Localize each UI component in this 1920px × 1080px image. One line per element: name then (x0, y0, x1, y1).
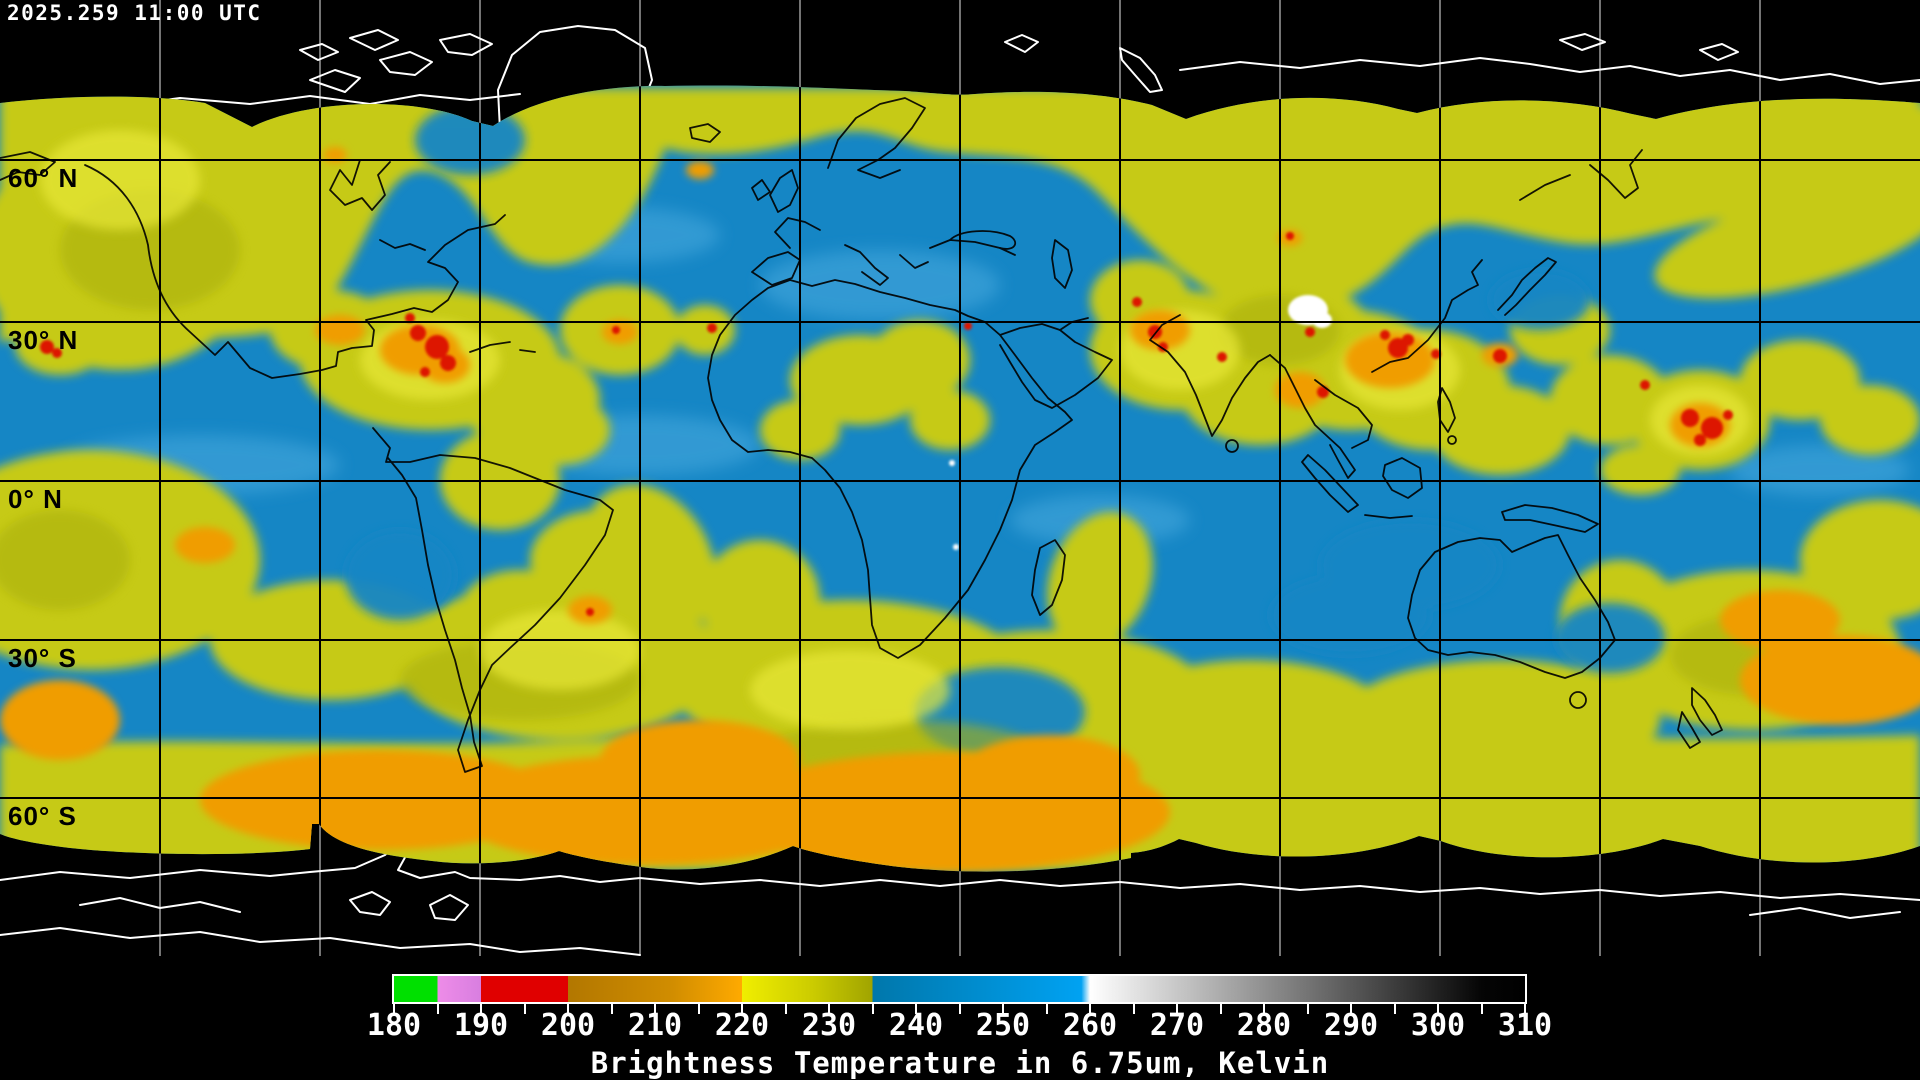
colorbar-tick-label: 180 (366, 1008, 422, 1043)
colorbar-tick-label: 230 (801, 1008, 857, 1043)
colorbar-tick-label: 220 (714, 1008, 770, 1043)
colorbar-tick (1089, 1004, 1091, 1014)
colorbar-tick (1350, 1004, 1352, 1014)
coldest-red-cores (40, 232, 1733, 616)
colorbar-tick (523, 1004, 526, 1014)
colorbar-tick (1002, 1004, 1004, 1014)
colorbar-tick (393, 1004, 395, 1014)
colorbar-tick-label: 270 (1149, 1008, 1205, 1043)
colorbar-tick (1480, 1004, 1483, 1014)
lat-label: 60° S (8, 801, 77, 831)
colorbar-tick-label: 280 (1236, 1008, 1292, 1043)
colorbar-gradient (394, 976, 1525, 1002)
colorbar-tick (741, 1004, 743, 1014)
colorbar-tick (1437, 1004, 1439, 1014)
colorbar-tick (871, 1004, 874, 1014)
dry-blue-gaps (345, 105, 1665, 757)
colorbar (392, 974, 1527, 1004)
timestamp: 2025.259 11:00 UTC (7, 1, 262, 25)
colorbar-tick (1176, 1004, 1178, 1014)
colorbar-tick (567, 1004, 569, 1014)
data-swath (0, 85, 1920, 872)
lat-label: 30° N (8, 325, 79, 355)
colorbar-tick (784, 1004, 787, 1014)
colorbar-tick-label: 250 (975, 1008, 1031, 1043)
colorbar-tick-label: 240 (888, 1008, 944, 1043)
colorbar-tick-label: 200 (540, 1008, 596, 1043)
colorbar-tick (697, 1004, 700, 1014)
lat-label: 0° N (8, 484, 63, 514)
cold-orange (0, 147, 1920, 872)
colorbar-tick-label: 310 (1497, 1008, 1553, 1043)
coastlines-black (0, 97, 1723, 773)
colorbar-tick-label: 210 (627, 1008, 683, 1043)
colorbar-tick-label: 290 (1323, 1008, 1379, 1043)
colorbar-caption: Brightness Temperature in 6.75um, Kelvin (590, 1046, 1330, 1080)
colorbar-tick (915, 1004, 917, 1014)
colorbar-tick-label: 300 (1410, 1008, 1466, 1043)
coastlines-polar-white (0, 25, 1920, 956)
colorbar-tick (958, 1004, 961, 1014)
colorbar-tick (654, 1004, 656, 1014)
colorbar-tick (1306, 1004, 1309, 1014)
colorbar-tick (1132, 1004, 1135, 1014)
colorbar-tick (480, 1004, 482, 1014)
colorbar-tick (1263, 1004, 1265, 1014)
graticule-black (0, 85, 1920, 872)
lat-label: 30° S (8, 643, 77, 673)
colorbar-tick-label: 260 (1062, 1008, 1118, 1043)
colorbar-tick (828, 1004, 830, 1014)
colorbar-tick-label: 190 (453, 1008, 509, 1043)
colorbar-tick (436, 1004, 439, 1014)
colorbar-tick (1219, 1004, 1222, 1014)
warm-white-spots (949, 295, 1332, 550)
colorbar-tick (1393, 1004, 1396, 1014)
colorbar-tick (1524, 1004, 1526, 1014)
colorbar-tick (610, 1004, 613, 1014)
colorbar-tick (1045, 1004, 1048, 1014)
lat-label: 60° N (8, 163, 79, 193)
